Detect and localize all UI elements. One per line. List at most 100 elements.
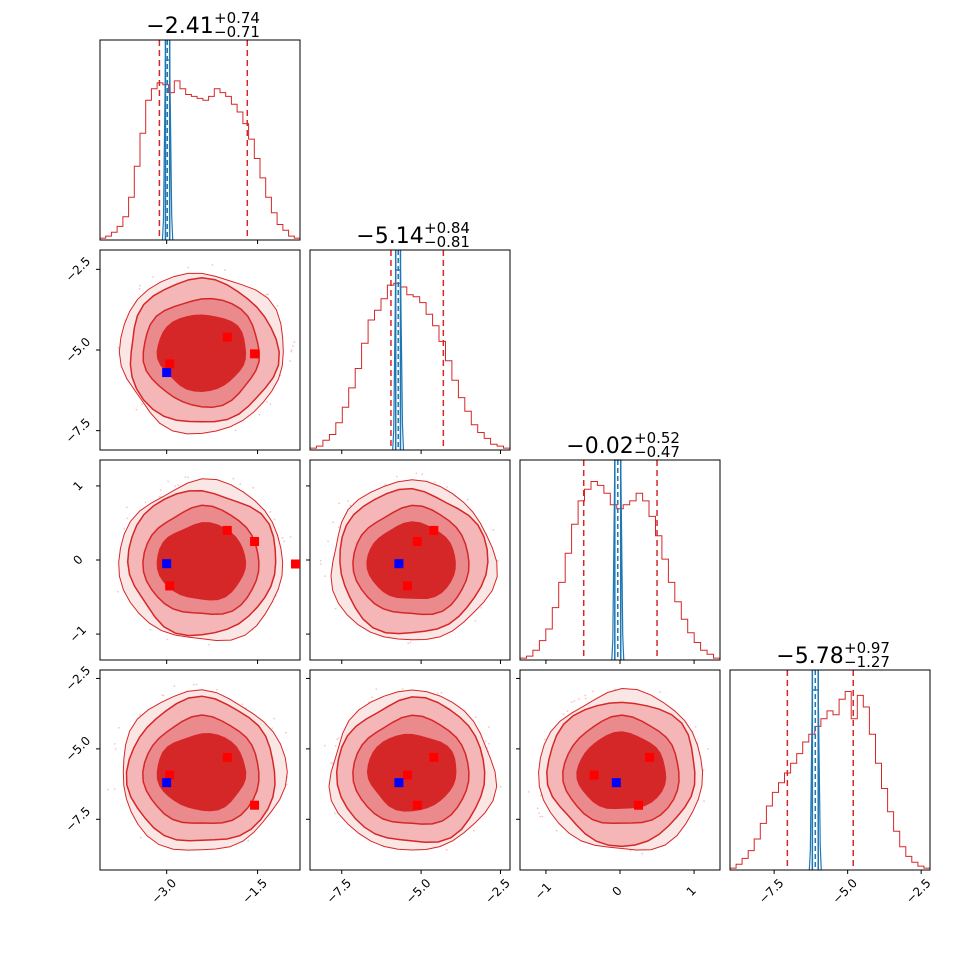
x-tick-label: −7.5	[756, 876, 787, 907]
sample-point	[707, 748, 709, 750]
sample-point	[407, 642, 410, 645]
sample-point	[334, 745, 337, 747]
param-title-minus: −1.27	[844, 653, 890, 671]
sample-point	[224, 269, 226, 271]
sample-point	[290, 350, 293, 353]
posterior-mode-marker	[402, 581, 412, 591]
sample-point	[371, 696, 373, 699]
panel-frame	[99, 39, 301, 241]
panel-frame	[309, 249, 511, 451]
sample-point	[258, 413, 261, 416]
truth-marker	[394, 778, 404, 788]
param-title-plus: +0.97	[844, 639, 890, 657]
sample-point	[562, 713, 565, 716]
sample-point	[472, 829, 475, 832]
sample-point	[539, 815, 542, 818]
param-title-median: −0.02	[566, 434, 633, 459]
sample-point	[161, 694, 164, 696]
y-tick-label: −2.5	[63, 663, 94, 694]
panel-frame	[729, 669, 931, 871]
sample-point	[573, 700, 576, 702]
x-tick-label: −2.5	[482, 876, 513, 907]
sample-point	[409, 641, 412, 644]
sample-point	[187, 266, 190, 269]
sample-point	[641, 852, 644, 855]
sample-point	[281, 537, 284, 539]
x-tick-label: −5.0	[830, 876, 861, 907]
posterior-mode-marker	[165, 770, 175, 780]
sample-point	[347, 500, 349, 502]
param-title-median: −2.41	[146, 14, 213, 39]
y-tick-label: −1	[67, 623, 89, 645]
panel-r2-c0: −1 0 1	[67, 459, 301, 664]
sample-point	[324, 744, 326, 747]
panel-r1-c1: −5.14 +0.84−0.81	[309, 219, 511, 454]
sample-point	[337, 737, 340, 739]
posterior-histogram	[729, 691, 931, 870]
sample-point	[192, 683, 195, 686]
sample-point	[349, 504, 352, 507]
panel-r3-c2: −1 0 1	[516, 669, 721, 902]
x-tick-label: −1.5	[239, 876, 270, 907]
posterior-histogram	[309, 282, 511, 450]
sample-point	[396, 475, 398, 478]
sample-point	[446, 486, 448, 488]
sample-point	[149, 628, 152, 631]
sample-point	[173, 685, 176, 687]
truth-marker	[162, 368, 172, 378]
sample-point	[239, 483, 242, 485]
sample-point	[139, 713, 141, 716]
sample-point	[474, 620, 477, 622]
sample-point	[702, 769, 705, 771]
x-tick-label: −3.0	[149, 876, 180, 907]
x-tick-label: 1	[684, 884, 699, 899]
sample-point	[139, 284, 142, 287]
truth-marker	[611, 778, 621, 788]
sample-point	[216, 688, 218, 691]
sample-point	[269, 511, 272, 513]
x-tick-label: −2.5	[903, 876, 934, 907]
posterior-mode-marker	[412, 536, 422, 546]
sample-point	[536, 807, 539, 810]
panel-r2-c1	[306, 459, 511, 664]
sample-point	[577, 698, 580, 701]
sample-point	[292, 345, 294, 347]
panel-frame	[99, 669, 301, 871]
panel-frame	[309, 669, 511, 871]
sample-point	[319, 563, 322, 565]
density-layer	[117, 476, 292, 646]
sample-point	[703, 800, 705, 803]
param-title-plus: +0.74	[214, 9, 260, 27]
panel-r1-c0: −7.5 −5.0 −2.5	[63, 249, 301, 454]
panel-r3-c3: −5.78 +0.97−1.27 −7.5 −5.0 −2.5	[729, 639, 934, 907]
posterior-mode-marker	[165, 581, 175, 591]
y-tick-label: −2.5	[63, 254, 94, 285]
sample-point	[123, 527, 126, 530]
sample-point	[629, 850, 632, 852]
sample-point	[584, 697, 587, 700]
sample-point	[338, 526, 340, 529]
sample-point	[117, 590, 119, 593]
posterior-mode-marker	[412, 800, 422, 810]
panel-r2-c2: −0.02 +0.52−0.47	[519, 429, 721, 664]
sample-point	[566, 710, 569, 713]
sample-point	[334, 812, 336, 815]
sample-point	[415, 472, 418, 475]
sample-point	[177, 484, 180, 486]
sample-point	[285, 731, 287, 734]
density-layer	[117, 264, 296, 435]
posterior-mode-marker	[634, 800, 644, 810]
y-tick-label: −5.0	[63, 734, 94, 765]
posterior-mode-marker	[429, 752, 439, 762]
truth-marker	[394, 559, 404, 569]
posterior-mode-marker	[645, 752, 655, 762]
sample-point	[327, 540, 329, 543]
sample-point	[445, 848, 448, 851]
sample-point	[141, 403, 143, 406]
y-tick-label: −5.0	[63, 335, 94, 366]
sample-point	[332, 521, 335, 524]
sample-point	[436, 692, 439, 695]
contour-level-3	[576, 731, 667, 810]
sample-point	[195, 683, 198, 686]
sample-point	[375, 688, 378, 690]
